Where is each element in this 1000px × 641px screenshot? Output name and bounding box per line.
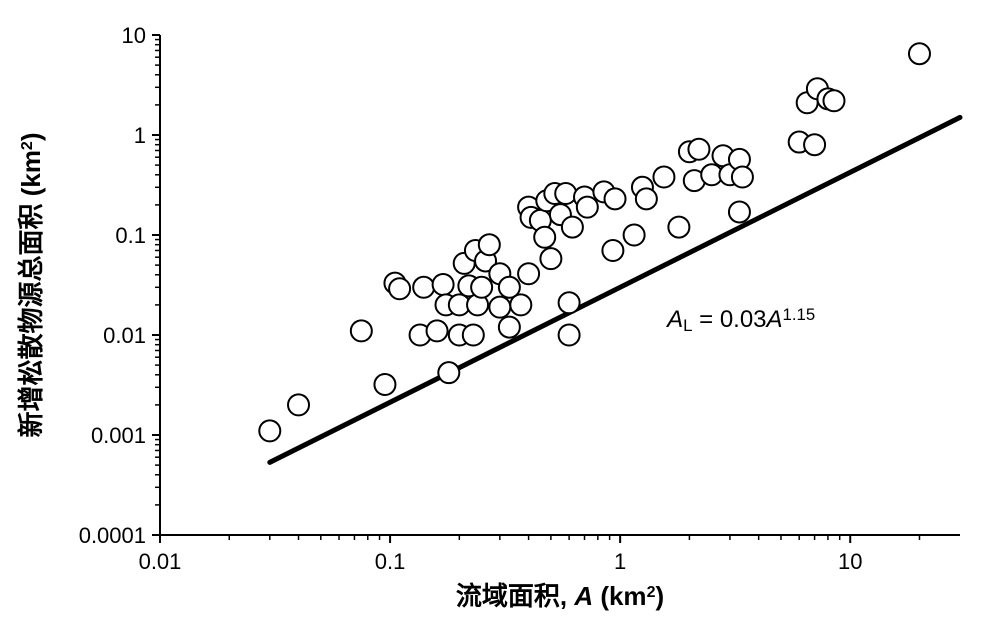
data-point — [259, 420, 280, 441]
y-tick-label: 0.001 — [91, 423, 146, 448]
data-point — [288, 394, 309, 415]
x-tick-label: 10 — [838, 549, 862, 574]
data-point — [636, 188, 657, 209]
data-point — [413, 277, 434, 298]
data-point — [559, 325, 580, 346]
data-point — [479, 234, 500, 255]
data-point — [534, 227, 555, 248]
data-point — [559, 292, 580, 313]
data-point — [688, 139, 709, 160]
data-point — [668, 217, 689, 238]
data-point — [433, 274, 454, 295]
data-point — [374, 374, 395, 395]
data-point — [909, 43, 930, 64]
data-point — [540, 248, 561, 269]
y-tick-label: 10 — [122, 23, 146, 48]
data-point — [729, 201, 750, 222]
data-point — [653, 167, 674, 188]
data-point — [562, 217, 583, 238]
data-point — [351, 320, 372, 341]
data-point — [624, 225, 645, 246]
x-tick-label: 0.1 — [375, 549, 406, 574]
data-point — [804, 134, 825, 155]
data-point — [438, 362, 459, 383]
data-point — [518, 263, 539, 284]
data-point — [427, 320, 448, 341]
data-point — [389, 278, 410, 299]
data-point — [605, 188, 626, 209]
data-point — [471, 277, 492, 298]
data-point — [602, 240, 623, 261]
y-axis-label: 新增松散物源总面积 (km2) — [16, 132, 46, 437]
chart-svg: 0.010.11100.00010.0010.010.1110AL = 0.03… — [0, 0, 1000, 641]
data-point — [463, 325, 484, 346]
data-point — [489, 297, 510, 318]
x-axis-label: 流域面积, A (km2) — [456, 581, 664, 611]
y-tick-label: 0.01 — [103, 323, 146, 348]
y-tick-label: 0.0001 — [79, 523, 146, 548]
data-point — [577, 197, 598, 218]
x-tick-label: 0.01 — [139, 549, 182, 574]
data-point — [732, 167, 753, 188]
data-point — [823, 90, 844, 111]
x-tick-label: 1 — [614, 549, 626, 574]
scatter-chart: 0.010.11100.00010.0010.010.1110AL = 0.03… — [0, 0, 1000, 641]
y-tick-label: 0.1 — [115, 223, 146, 248]
data-point — [499, 317, 520, 338]
data-point — [510, 294, 531, 315]
data-point — [555, 183, 576, 204]
y-tick-label: 1 — [134, 123, 146, 148]
